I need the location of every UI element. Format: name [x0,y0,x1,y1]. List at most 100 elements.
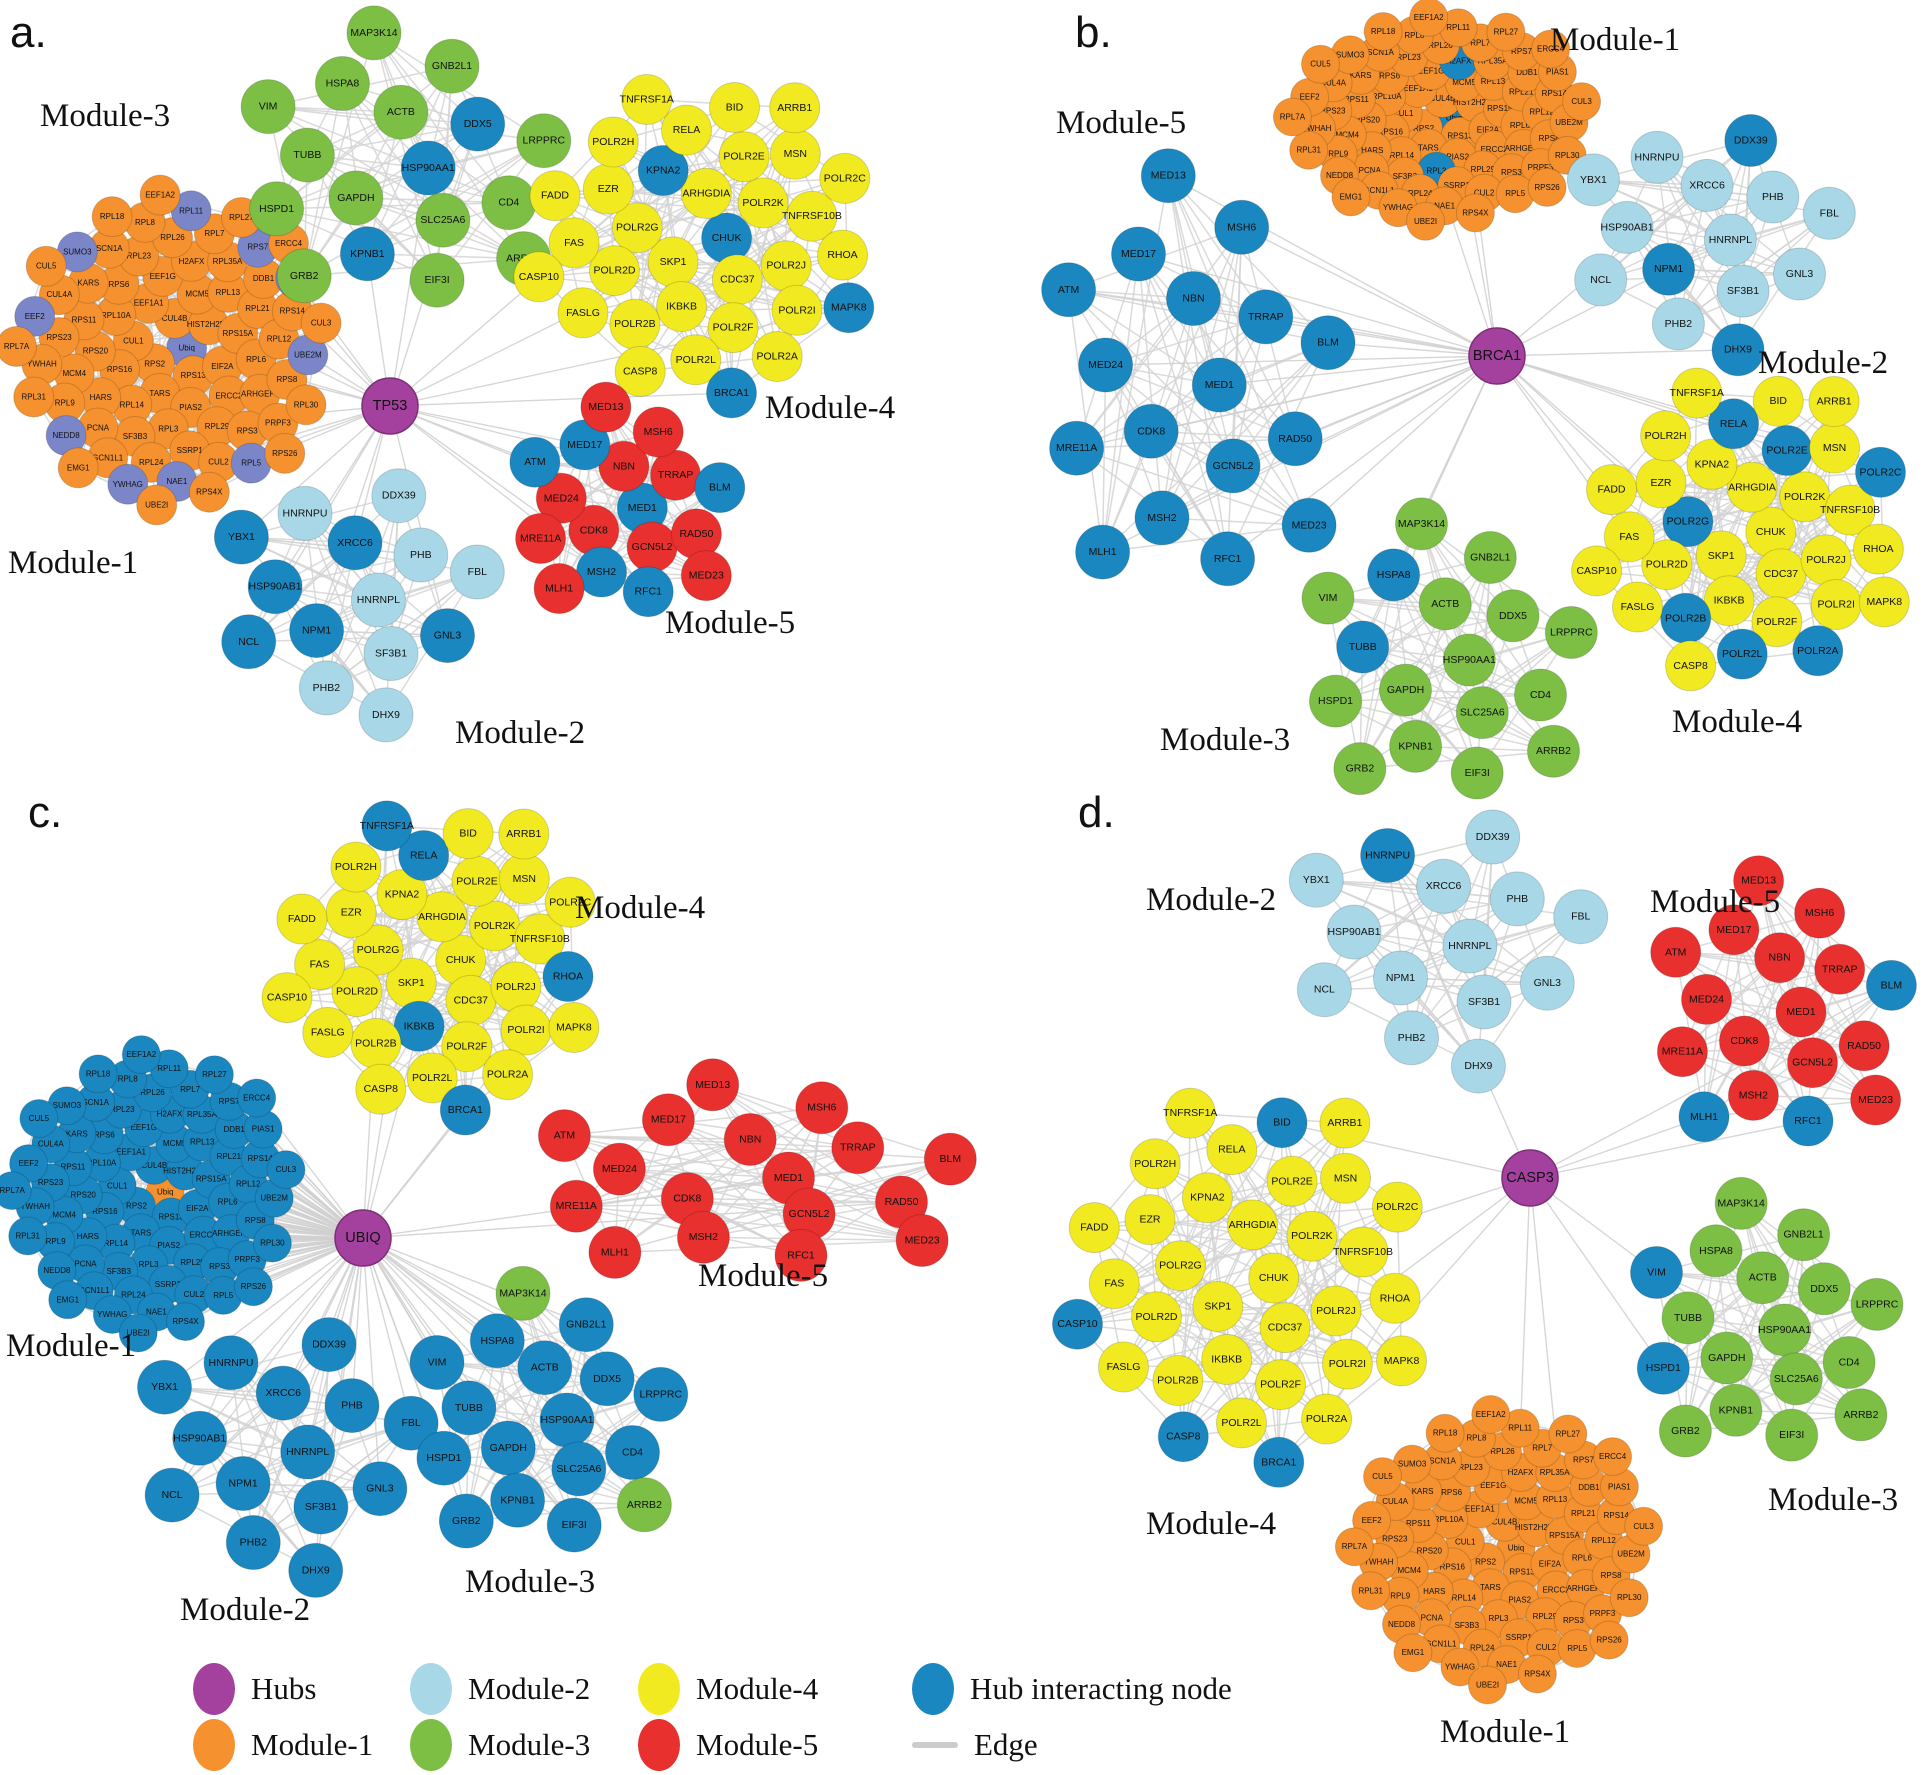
svg-text:RPS23: RPS23 [1320,107,1346,116]
node-polr2g: POLR2G [611,202,663,254]
node-eif3i: EIF3I [1450,746,1504,800]
svg-text:RPS14: RPS14 [1542,89,1568,98]
svg-text:FBL: FBL [1820,207,1839,219]
svg-text:RPL35A: RPL35A [213,257,243,266]
svg-text:RPL18: RPL18 [1371,27,1396,36]
hub-brca1: BRCA1 [1468,327,1526,385]
node-polr2j: POLR2J [1310,1285,1362,1337]
svg-text:SLC25A6: SLC25A6 [420,214,465,226]
svg-text:TUBB: TUBB [1349,641,1377,653]
svg-text:HNRNPU: HNRNPU [283,507,328,519]
svg-text:MAP3K14: MAP3K14 [350,27,397,39]
node-ercc4: ERCC4 [1593,1437,1633,1477]
node-polr2c: POLR2C [1371,1181,1423,1233]
svg-text:POLR2D: POLR2D [593,265,635,277]
svg-text:MED23: MED23 [689,570,724,582]
svg-text:RELA: RELA [1218,1144,1245,1156]
node-polr2i: POLR2I [771,284,823,336]
node-rpl7a: RPL7A [0,1171,32,1211]
svg-text:Ubiq: Ubiq [178,344,194,353]
node-hspd1: HSPD1 [1636,1341,1690,1395]
svg-text:RPS8: RPS8 [1539,134,1560,143]
node-phb2: PHB2 [1651,297,1705,351]
svg-text:RPL7A: RPL7A [0,1186,26,1195]
svg-text:SLC25A6: SLC25A6 [1774,1373,1819,1385]
svg-text:POLR2B: POLR2B [1665,612,1706,624]
node-mlh1: MLH1 [533,563,585,614]
svg-text:EIF2A: EIF2A [1539,1560,1562,1569]
node-polr2h: POLR2H [587,116,639,168]
svg-text:LRPPRC: LRPPRC [522,135,565,147]
svg-text:YWHAG: YWHAG [97,1310,127,1319]
svg-text:NAE1: NAE1 [166,477,187,486]
svg-text:H2AFX: H2AFX [1508,1468,1534,1477]
svg-text:PHB2: PHB2 [1665,318,1693,330]
svg-text:RPL13: RPL13 [1543,1495,1568,1504]
svg-text:RPL11: RPL11 [179,206,203,215]
svg-text:HIST2H2BE: HIST2H2BE [1515,1523,1559,1532]
svg-text:BRCA1: BRCA1 [1261,1456,1296,1468]
svg-text:RPS15A: RPS15A [1487,104,1518,113]
svg-text:RPL30: RPL30 [260,1239,285,1248]
svg-text:MSN: MSN [784,148,807,160]
svg-text:ACTB: ACTB [1431,598,1459,610]
node-polr2i: POLR2I [1321,1338,1373,1390]
node-grb2: GRB2 [1658,1404,1712,1458]
node-ddx39: DDX39 [371,468,427,524]
svg-text:RFC1: RFC1 [634,586,662,598]
node-trrap: TRRAP [1814,943,1866,995]
svg-text:SLC25A6: SLC25A6 [556,1463,601,1475]
legend-item-module-4: Module-4 [638,1662,818,1716]
svg-text:POLR2G: POLR2G [1667,516,1710,528]
node-lrpprc: LRPPRC [516,113,572,169]
node-emg1: EMG1 [1393,1633,1433,1673]
legend-label-module-4: Module-4 [696,1671,819,1706]
svg-text:NEDD8: NEDD8 [43,1266,71,1275]
node-hnrnpu: HNRNPU [203,1335,259,1391]
node-ercc4: ERCC4 [1531,29,1571,69]
svg-text:CUL1: CUL1 [1455,1538,1476,1547]
node-rpl7a: RPL7A [0,326,37,367]
node-arhgdia: ARHGDIA [416,891,468,943]
panel-c-letter: c. [28,788,63,837]
svg-text:RAD50: RAD50 [1847,1040,1881,1052]
svg-text:PRPF3: PRPF3 [265,419,291,428]
svg-text:HSPD1: HSPD1 [259,203,294,215]
panel-b-nodes: Ubiq RPS2 CUL4B RPS13 CUL1 HIST2H2BE TARS EEF1A… [1041,0,1910,800]
node-polr2k: POLR2K [1286,1210,1338,1262]
svg-text:RPL21: RPL21 [245,304,270,313]
svg-text:EZR: EZR [341,907,362,919]
svg-text:RPL27: RPL27 [1494,28,1519,37]
panel-b-module-1-label: Module-1 [1550,22,1681,58]
node-hspa8: HSPA8 [1367,548,1421,602]
svg-text:RPL14: RPL14 [1452,1593,1477,1602]
svg-text:POLR2C: POLR2C [549,896,591,908]
svg-text:MED24: MED24 [602,1163,637,1175]
node-actb: ACTB [373,84,429,140]
svg-text:MAP3K14: MAP3K14 [499,1287,546,1299]
svg-text:EIF3I: EIF3I [1779,1429,1804,1441]
panel-b-module-3-label: Module-3 [1160,722,1291,758]
svg-text:SUMO3: SUMO3 [1398,1460,1427,1469]
svg-text:TARS: TARS [1480,1583,1501,1592]
node-polr2h: POLR2H [1640,410,1692,462]
svg-text:ATM: ATM [1665,946,1686,958]
legend-item-module-5: Module-5 [638,1718,818,1772]
node-ncl: NCL [1296,962,1352,1018]
svg-text:MCM4: MCM4 [52,1211,76,1220]
node-fas: FAS [1603,511,1655,563]
svg-text:GCN1L1: GCN1L1 [92,453,124,462]
node-polr2c: POLR2C [819,152,871,204]
svg-text:MSH2: MSH2 [1739,1089,1768,1101]
svg-text:RPL23: RPL23 [127,252,152,261]
node-mlh1: MLH1 [588,1225,642,1279]
node-rpl5: RPL5 [203,1275,243,1315]
svg-text:RPS13: RPS13 [1447,132,1473,141]
node-tubb: TUBB [441,1380,497,1436]
node-mlh1: MLH1 [1678,1091,1730,1143]
svg-text:PRPF3: PRPF3 [234,1255,260,1264]
svg-text:CUL4A: CUL4A [1382,1497,1408,1506]
node-gnb2l1: GNB2L1 [424,38,480,94]
svg-text:CUL5: CUL5 [29,1114,50,1123]
